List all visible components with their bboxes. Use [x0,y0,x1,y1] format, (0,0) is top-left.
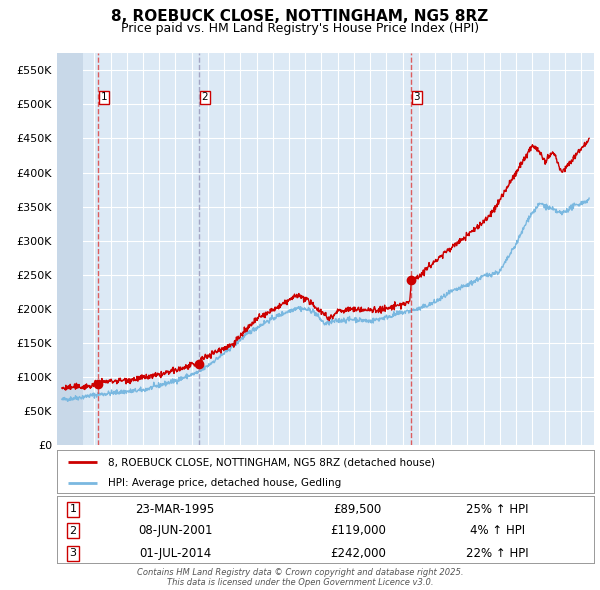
Text: 8, ROEBUCK CLOSE, NOTTINGHAM, NG5 8RZ: 8, ROEBUCK CLOSE, NOTTINGHAM, NG5 8RZ [112,9,488,24]
Text: £242,000: £242,000 [330,547,386,560]
Text: HPI: Average price, detached house, Gedling: HPI: Average price, detached house, Gedl… [108,478,341,489]
Text: 3: 3 [413,93,420,103]
Text: 23-MAR-1995: 23-MAR-1995 [136,503,215,516]
Bar [57,53,83,445]
Text: Price paid vs. HM Land Registry's House Price Index (HPI): Price paid vs. HM Land Registry's House … [121,22,479,35]
Text: 8, ROEBUCK CLOSE, NOTTINGHAM, NG5 8RZ (detached house): 8, ROEBUCK CLOSE, NOTTINGHAM, NG5 8RZ (d… [108,457,435,467]
Text: £89,500: £89,500 [334,503,382,516]
Text: Contains HM Land Registry data © Crown copyright and database right 2025.
This d: Contains HM Land Registry data © Crown c… [137,568,463,587]
Text: 01-JUL-2014: 01-JUL-2014 [139,547,211,560]
Text: 3: 3 [70,548,77,558]
Text: 2: 2 [70,526,77,536]
Text: 4% ↑ HPI: 4% ↑ HPI [470,525,525,537]
Bar [57,53,83,445]
Text: £119,000: £119,000 [330,525,386,537]
Text: 08-JUN-2001: 08-JUN-2001 [138,525,212,537]
Text: 1: 1 [101,93,107,103]
Text: 1: 1 [70,504,77,514]
Text: 25% ↑ HPI: 25% ↑ HPI [466,503,529,516]
Text: 2: 2 [202,93,208,103]
Text: 22% ↑ HPI: 22% ↑ HPI [466,547,529,560]
